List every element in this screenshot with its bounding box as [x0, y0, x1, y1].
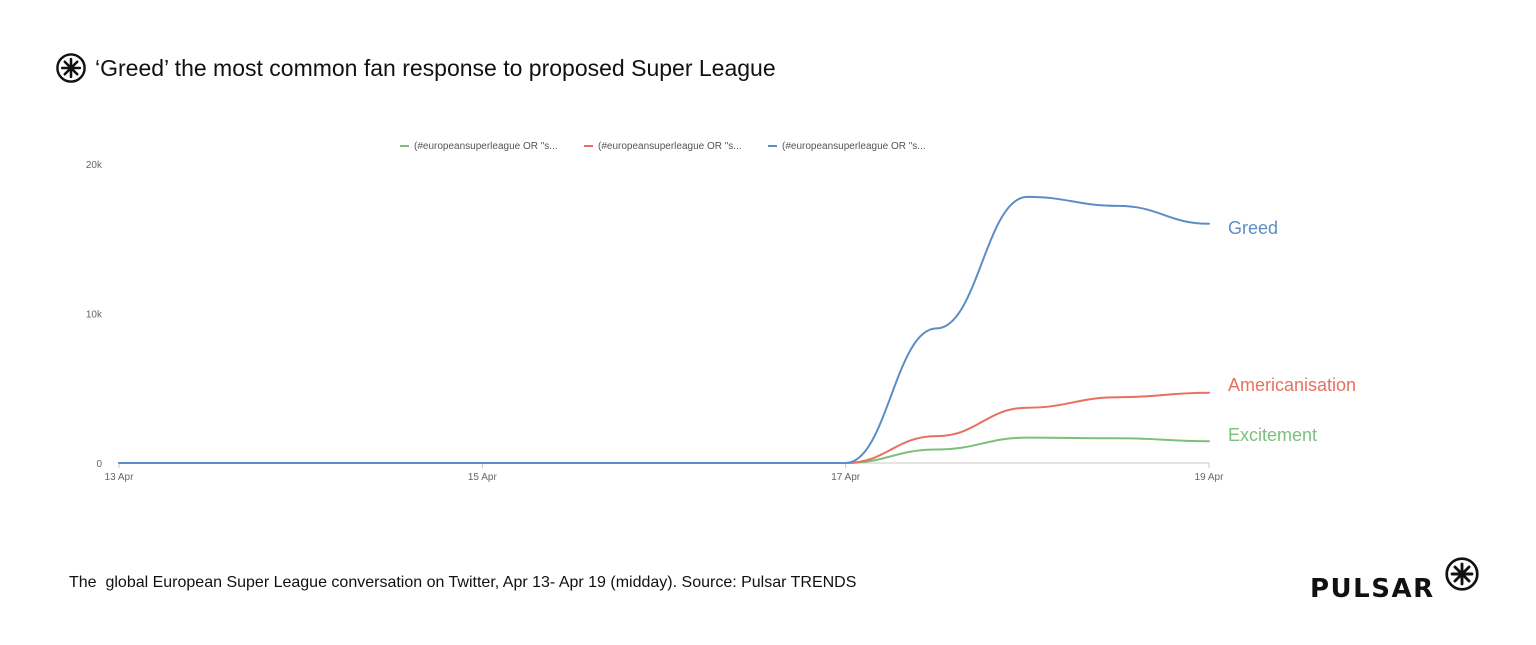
chart-header: ‘Greed’ the most common fan response to …: [55, 50, 776, 86]
series-end-label: Excitement: [1228, 425, 1317, 445]
y-tick-label: 20k: [86, 160, 103, 171]
chart-legend: (#europeansuperleague OR "s... (#european…: [400, 141, 926, 152]
legend-label: (#europeansuperleague OR "s...: [414, 141, 558, 152]
series-end-label: Greed: [1228, 218, 1278, 238]
brand-wordmark: PULSAR: [1310, 574, 1435, 604]
series-line-greed: [118, 195, 1210, 465]
y-tick-label: 0: [96, 459, 102, 470]
chart-title: ‘Greed’ the most common fan response to …: [95, 54, 776, 81]
legend-item[interactable]: (#europeansuperleague OR "s...: [584, 141, 742, 152]
pulsar-burst-icon: [1444, 556, 1480, 592]
x-tick-label: 19 Apr: [1195, 472, 1225, 483]
chart-caption: The global European Super League convers…: [69, 574, 857, 591]
x-axis: 13 Apr 15 Apr 17 Apr 19 Apr: [105, 462, 1225, 483]
series-line-americanisation: [118, 391, 1210, 465]
series-line-excitement: [118, 436, 1210, 465]
y-tick-label: 10k: [86, 310, 103, 321]
brand-logo: PULSAR: [1310, 556, 1482, 604]
legend-item[interactable]: (#europeansuperleague OR "s...: [768, 141, 926, 152]
x-tick-label: 15 Apr: [468, 472, 498, 483]
series-lines: [118, 195, 1210, 465]
legend-item[interactable]: (#europeansuperleague OR "s...: [400, 141, 558, 152]
series-end-labels: Excitement Americanisation Greed: [1228, 218, 1356, 445]
y-axis: 0 10k 20k: [86, 160, 103, 470]
legend-label: (#europeansuperleague OR "s...: [598, 141, 742, 152]
x-tick-label: 13 Apr: [105, 472, 135, 483]
x-tick-label: 17 Apr: [831, 472, 861, 483]
legend-label: (#europeansuperleague OR "s...: [782, 141, 926, 152]
series-end-label: Americanisation: [1228, 375, 1356, 395]
